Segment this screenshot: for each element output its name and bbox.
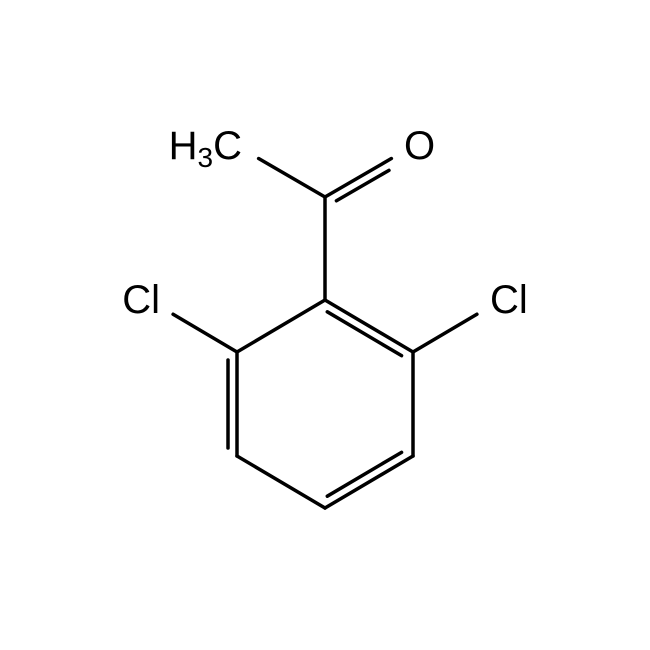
bond — [173, 314, 237, 352]
structure-svg: H3C O Cl Cl — [0, 0, 650, 650]
bond — [325, 159, 391, 197]
bond — [325, 300, 413, 352]
bond — [327, 312, 401, 356]
bond — [259, 159, 325, 197]
bond — [237, 456, 325, 508]
atom-label-oxygen: O — [404, 124, 435, 168]
bond — [327, 452, 401, 496]
atom-label-cl_right: Cl — [490, 278, 528, 322]
atom-label-methyl: H3C — [169, 124, 242, 173]
bond — [413, 314, 477, 352]
bond — [237, 300, 325, 352]
atom-label-cl_left: Cl — [122, 278, 160, 322]
bond — [325, 456, 413, 508]
chemical-structure-diagram: H3C O Cl Cl — [0, 0, 650, 650]
